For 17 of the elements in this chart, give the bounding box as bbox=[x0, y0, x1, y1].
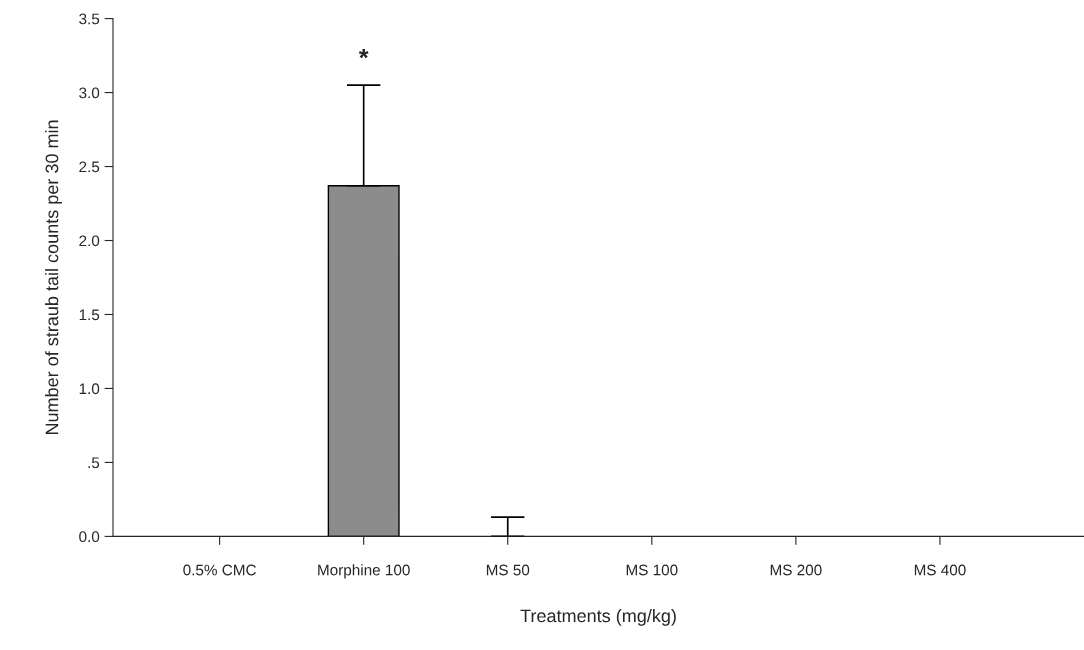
y-tick-label: 3.0 bbox=[79, 87, 100, 99]
y-tick-label: 0.0 bbox=[79, 531, 100, 543]
y-tick-label: 1.5 bbox=[79, 309, 100, 321]
y-axis-title: Number of straub tail counts per 30 min bbox=[45, 120, 62, 435]
x-tick-label: MS 400 bbox=[914, 564, 966, 576]
x-tick-label: MS 200 bbox=[770, 564, 822, 576]
x-tick-label: 0.5% CMC bbox=[183, 564, 256, 576]
x-tick-label: Morphine 100 bbox=[318, 564, 410, 579]
y-tick-label: 2.0 bbox=[79, 235, 100, 247]
y-tick-label: .5 bbox=[88, 457, 100, 469]
x-tick-label: MS 100 bbox=[626, 564, 678, 576]
annotation: * bbox=[358, 48, 369, 59]
x-axis-title: Treatments (mg/kg) bbox=[520, 608, 676, 626]
x-tick-label: MS 50 bbox=[486, 564, 530, 576]
y-tick-label: 1.0 bbox=[79, 383, 100, 395]
y-tick-label: 3.5 bbox=[79, 13, 100, 25]
y-tick-label: 2.5 bbox=[79, 161, 100, 173]
